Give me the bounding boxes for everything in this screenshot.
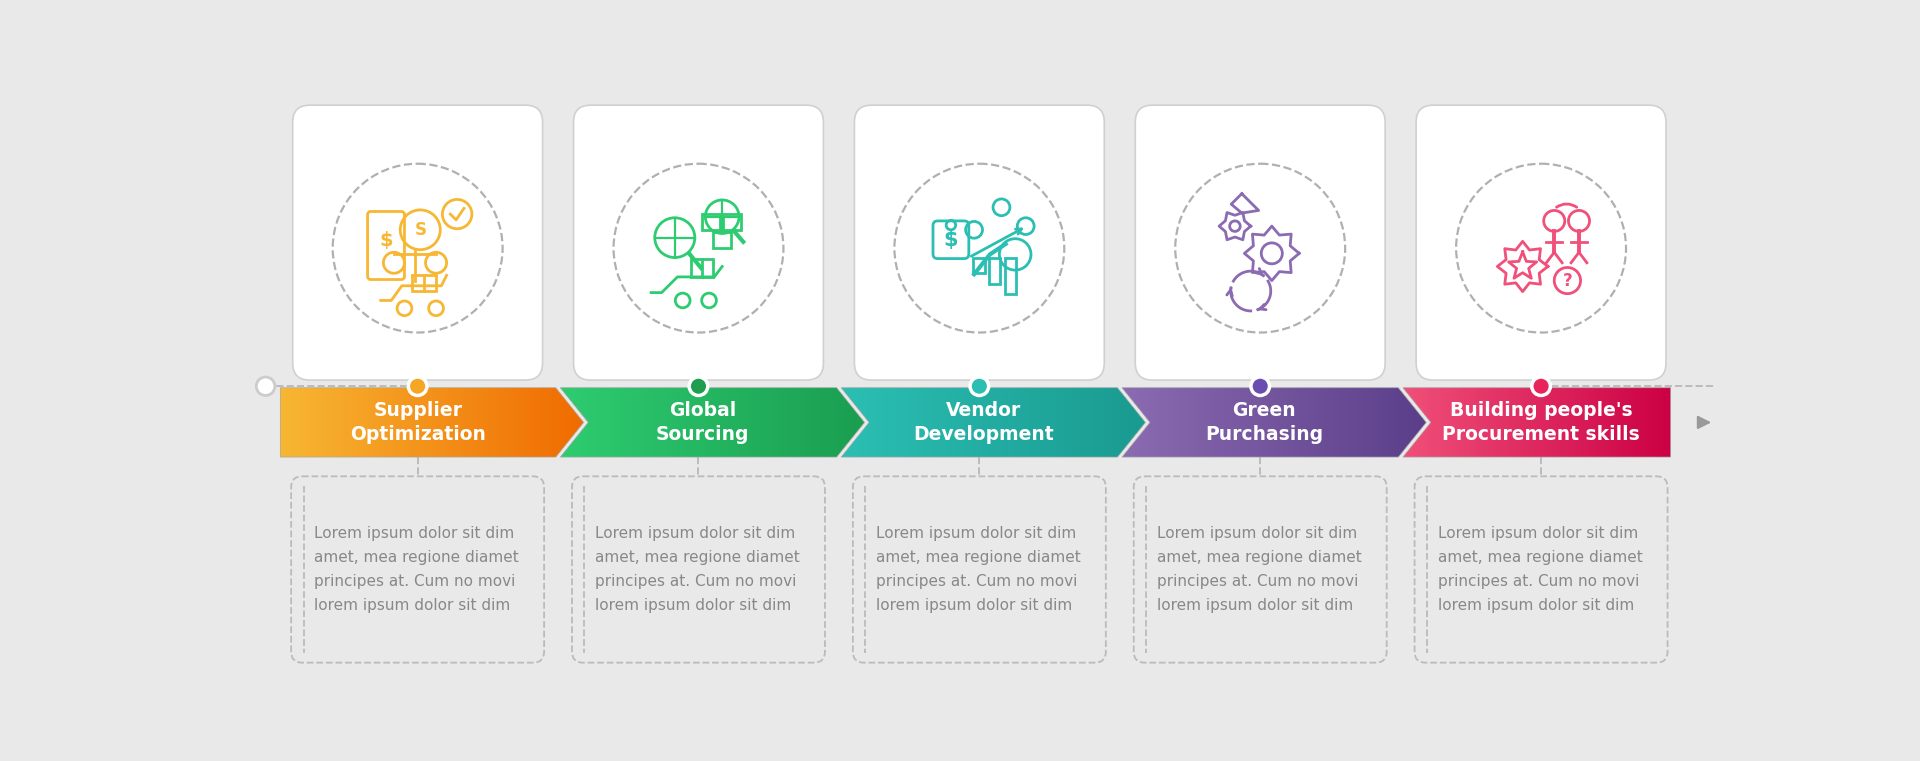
Circle shape	[1252, 377, 1269, 396]
Circle shape	[689, 377, 708, 396]
Text: Lorem ipsum dolor sit dim
amet, mea regione diamet
principes at. Cum no movi
lor: Lorem ipsum dolor sit dim amet, mea regi…	[1438, 526, 1644, 613]
Polygon shape	[1121, 388, 1427, 457]
Polygon shape	[841, 388, 1146, 457]
Circle shape	[970, 377, 989, 396]
Circle shape	[255, 377, 275, 396]
Polygon shape	[561, 388, 864, 457]
Text: S: S	[415, 221, 426, 239]
Text: $: $	[943, 230, 958, 250]
FancyBboxPatch shape	[1417, 105, 1667, 380]
Text: Global
Sourcing: Global Sourcing	[657, 401, 749, 444]
Text: Supplier
Optimization: Supplier Optimization	[349, 401, 486, 444]
FancyBboxPatch shape	[292, 105, 543, 380]
FancyBboxPatch shape	[854, 105, 1104, 380]
Text: Lorem ipsum dolor sit dim
amet, mea regione diamet
principes at. Cum no movi
lor: Lorem ipsum dolor sit dim amet, mea regi…	[1158, 526, 1361, 613]
Text: Green
Purchasing: Green Purchasing	[1206, 401, 1323, 444]
Circle shape	[1532, 377, 1549, 396]
Bar	[1004, 257, 1016, 295]
Text: ?: ?	[1563, 272, 1572, 290]
Text: Lorem ipsum dolor sit dim
amet, mea regione diamet
principes at. Cum no movi
lor: Lorem ipsum dolor sit dim amet, mea regi…	[876, 526, 1081, 613]
Bar	[989, 257, 1000, 284]
Text: Vendor
Development: Vendor Development	[914, 401, 1054, 444]
Bar	[973, 257, 985, 273]
Circle shape	[409, 377, 426, 396]
Polygon shape	[1404, 388, 1670, 457]
Text: Lorem ipsum dolor sit dim
amet, mea regione diamet
principes at. Cum no movi
lor: Lorem ipsum dolor sit dim amet, mea regi…	[315, 526, 518, 613]
Text: $: $	[380, 231, 394, 250]
Text: Lorem ipsum dolor sit dim
amet, mea regione diamet
principes at. Cum no movi
lor: Lorem ipsum dolor sit dim amet, mea regi…	[595, 526, 801, 613]
FancyBboxPatch shape	[1135, 105, 1384, 380]
FancyBboxPatch shape	[574, 105, 824, 380]
Polygon shape	[280, 388, 584, 457]
Text: Building people's
Procurement skills: Building people's Procurement skills	[1442, 401, 1640, 444]
